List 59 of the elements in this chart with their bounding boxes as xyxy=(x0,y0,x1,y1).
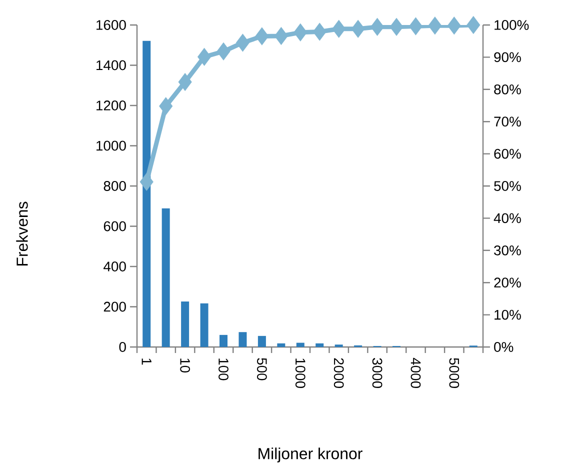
y2-tick-label: 10% xyxy=(494,310,521,320)
point xyxy=(178,72,192,92)
y-tick-label: 600 xyxy=(104,221,126,232)
y2-tick-label: 40% xyxy=(494,213,521,224)
point xyxy=(408,17,423,36)
y-tick-label: 1600 xyxy=(96,20,126,30)
y2-tick-label: 100% xyxy=(494,20,529,30)
point xyxy=(332,20,346,38)
point xyxy=(274,26,288,46)
x-axis-title: Miljoner kronor xyxy=(258,448,362,462)
y2-tick-label: 70% xyxy=(494,116,521,127)
point xyxy=(390,18,404,36)
y2-tick-label: 90% xyxy=(494,52,521,62)
x-tick-label: 4000 xyxy=(410,358,421,388)
point xyxy=(255,27,269,46)
y2-tick-label: 50% xyxy=(494,181,521,191)
x-tick-label: 3000 xyxy=(372,358,382,388)
y2-tick-label: 0% xyxy=(494,342,514,352)
point xyxy=(351,20,365,38)
bar xyxy=(181,302,190,347)
x-tick-label: 5000 xyxy=(449,358,460,388)
point xyxy=(428,16,442,35)
y-axis-title: Frekvens xyxy=(16,202,28,266)
bar xyxy=(200,303,208,347)
y-tick-label: 0 xyxy=(119,342,126,352)
point xyxy=(236,34,250,52)
y-tick-label: 800 xyxy=(104,181,126,191)
point xyxy=(370,18,384,36)
y-tick-label: 200 xyxy=(104,302,126,312)
y-tick-label: 1000 xyxy=(96,140,126,151)
x-tick-label: 100 xyxy=(218,358,228,380)
bar xyxy=(238,332,247,347)
bar xyxy=(220,334,228,347)
y2-tick-label: 60% xyxy=(494,148,521,159)
y2-tick-label: 30% xyxy=(494,245,521,256)
y-tick-label: 1200 xyxy=(96,100,126,110)
bar xyxy=(162,208,170,347)
point xyxy=(140,172,154,191)
point xyxy=(294,23,308,42)
x-tick-label: 10 xyxy=(180,358,190,372)
x-tick-label: 1 xyxy=(142,358,152,365)
bar xyxy=(142,40,151,347)
x-tick-label: 2000 xyxy=(334,358,344,388)
point xyxy=(312,22,326,41)
x-tick-label: 500 xyxy=(257,358,267,380)
bar xyxy=(296,342,304,347)
point xyxy=(447,16,461,35)
bar xyxy=(258,336,266,347)
bar xyxy=(316,343,324,347)
x-tick-label: 1000 xyxy=(295,358,306,388)
point xyxy=(197,48,212,66)
y-tick-label: 400 xyxy=(104,262,126,272)
bar xyxy=(277,343,286,347)
y2-tick-label: 20% xyxy=(494,278,521,288)
point xyxy=(159,97,173,116)
point xyxy=(466,16,480,34)
y2-tick-label: 80% xyxy=(494,84,521,94)
point xyxy=(216,42,230,60)
y-tick-label: 1400 xyxy=(96,60,126,70)
